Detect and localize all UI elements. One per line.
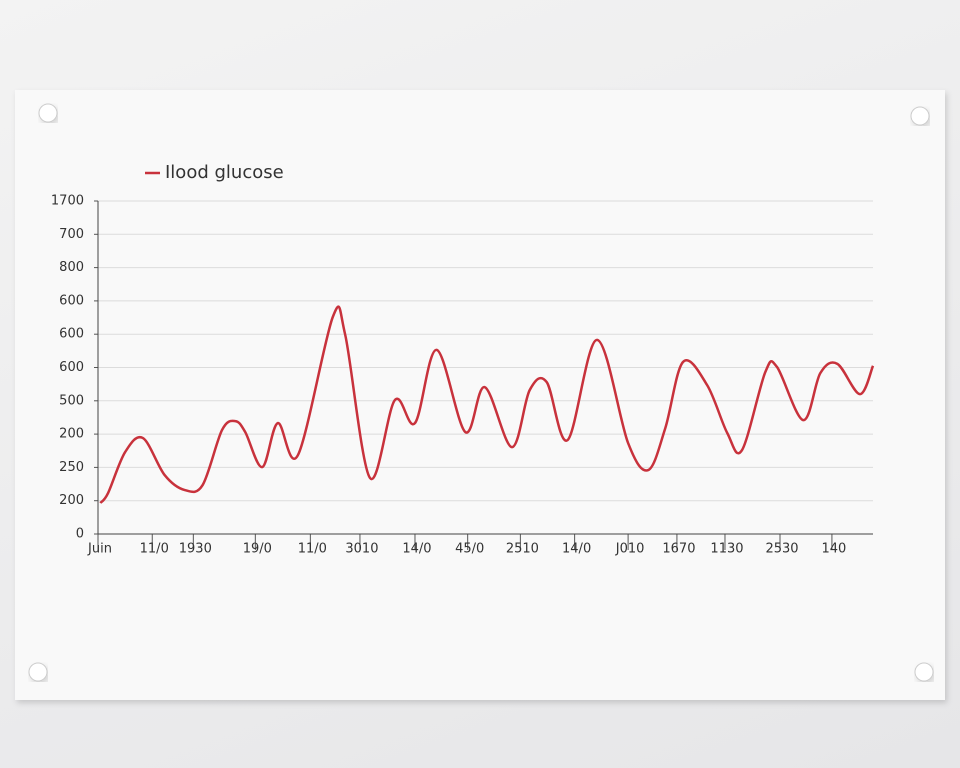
y-tick-label: 600 bbox=[59, 360, 84, 375]
x-tick-label: 14/0 bbox=[402, 542, 431, 557]
pin bbox=[910, 106, 930, 126]
line-series bbox=[99, 305, 875, 504]
x-tick-label: 11/0 bbox=[140, 542, 169, 557]
y-tick-label: 1700 bbox=[51, 194, 84, 209]
x-tick-label: 140 bbox=[822, 542, 847, 557]
x-tick-label: J010 bbox=[615, 542, 645, 557]
y-tick-label: 250 bbox=[59, 460, 84, 475]
x-tick-label: 2510 bbox=[506, 542, 539, 557]
x-tick-label: 14/0 bbox=[562, 542, 591, 557]
y-tick-label: 600 bbox=[59, 327, 84, 342]
x-tick-label: 45/0 bbox=[455, 542, 484, 557]
x-tick-label: 2530 bbox=[765, 542, 798, 557]
x-tick-label: 11/0 bbox=[298, 542, 327, 557]
y-tick-label: 800 bbox=[59, 260, 84, 275]
y-tick-label: 500 bbox=[59, 393, 84, 408]
y-tick-label: 600 bbox=[59, 293, 84, 308]
pin bbox=[38, 103, 58, 123]
pin bbox=[28, 662, 48, 682]
x-tick-label: Juin bbox=[87, 542, 112, 557]
x-tick-label: 19/0 bbox=[243, 542, 272, 557]
x-tick-label: 1930 bbox=[179, 542, 212, 557]
legend-label: Ilood glucose bbox=[165, 162, 284, 183]
y-tick-label: 200 bbox=[59, 493, 84, 508]
x-tick-label: 1670 bbox=[662, 542, 695, 557]
y-tick-label: 700 bbox=[59, 227, 84, 242]
x-tick-label: 3010 bbox=[345, 542, 378, 557]
x-tick-label: 1130 bbox=[710, 542, 743, 557]
pin bbox=[914, 662, 934, 682]
y-tick-label: 0 bbox=[76, 527, 84, 542]
y-tick-label: 200 bbox=[59, 427, 84, 442]
